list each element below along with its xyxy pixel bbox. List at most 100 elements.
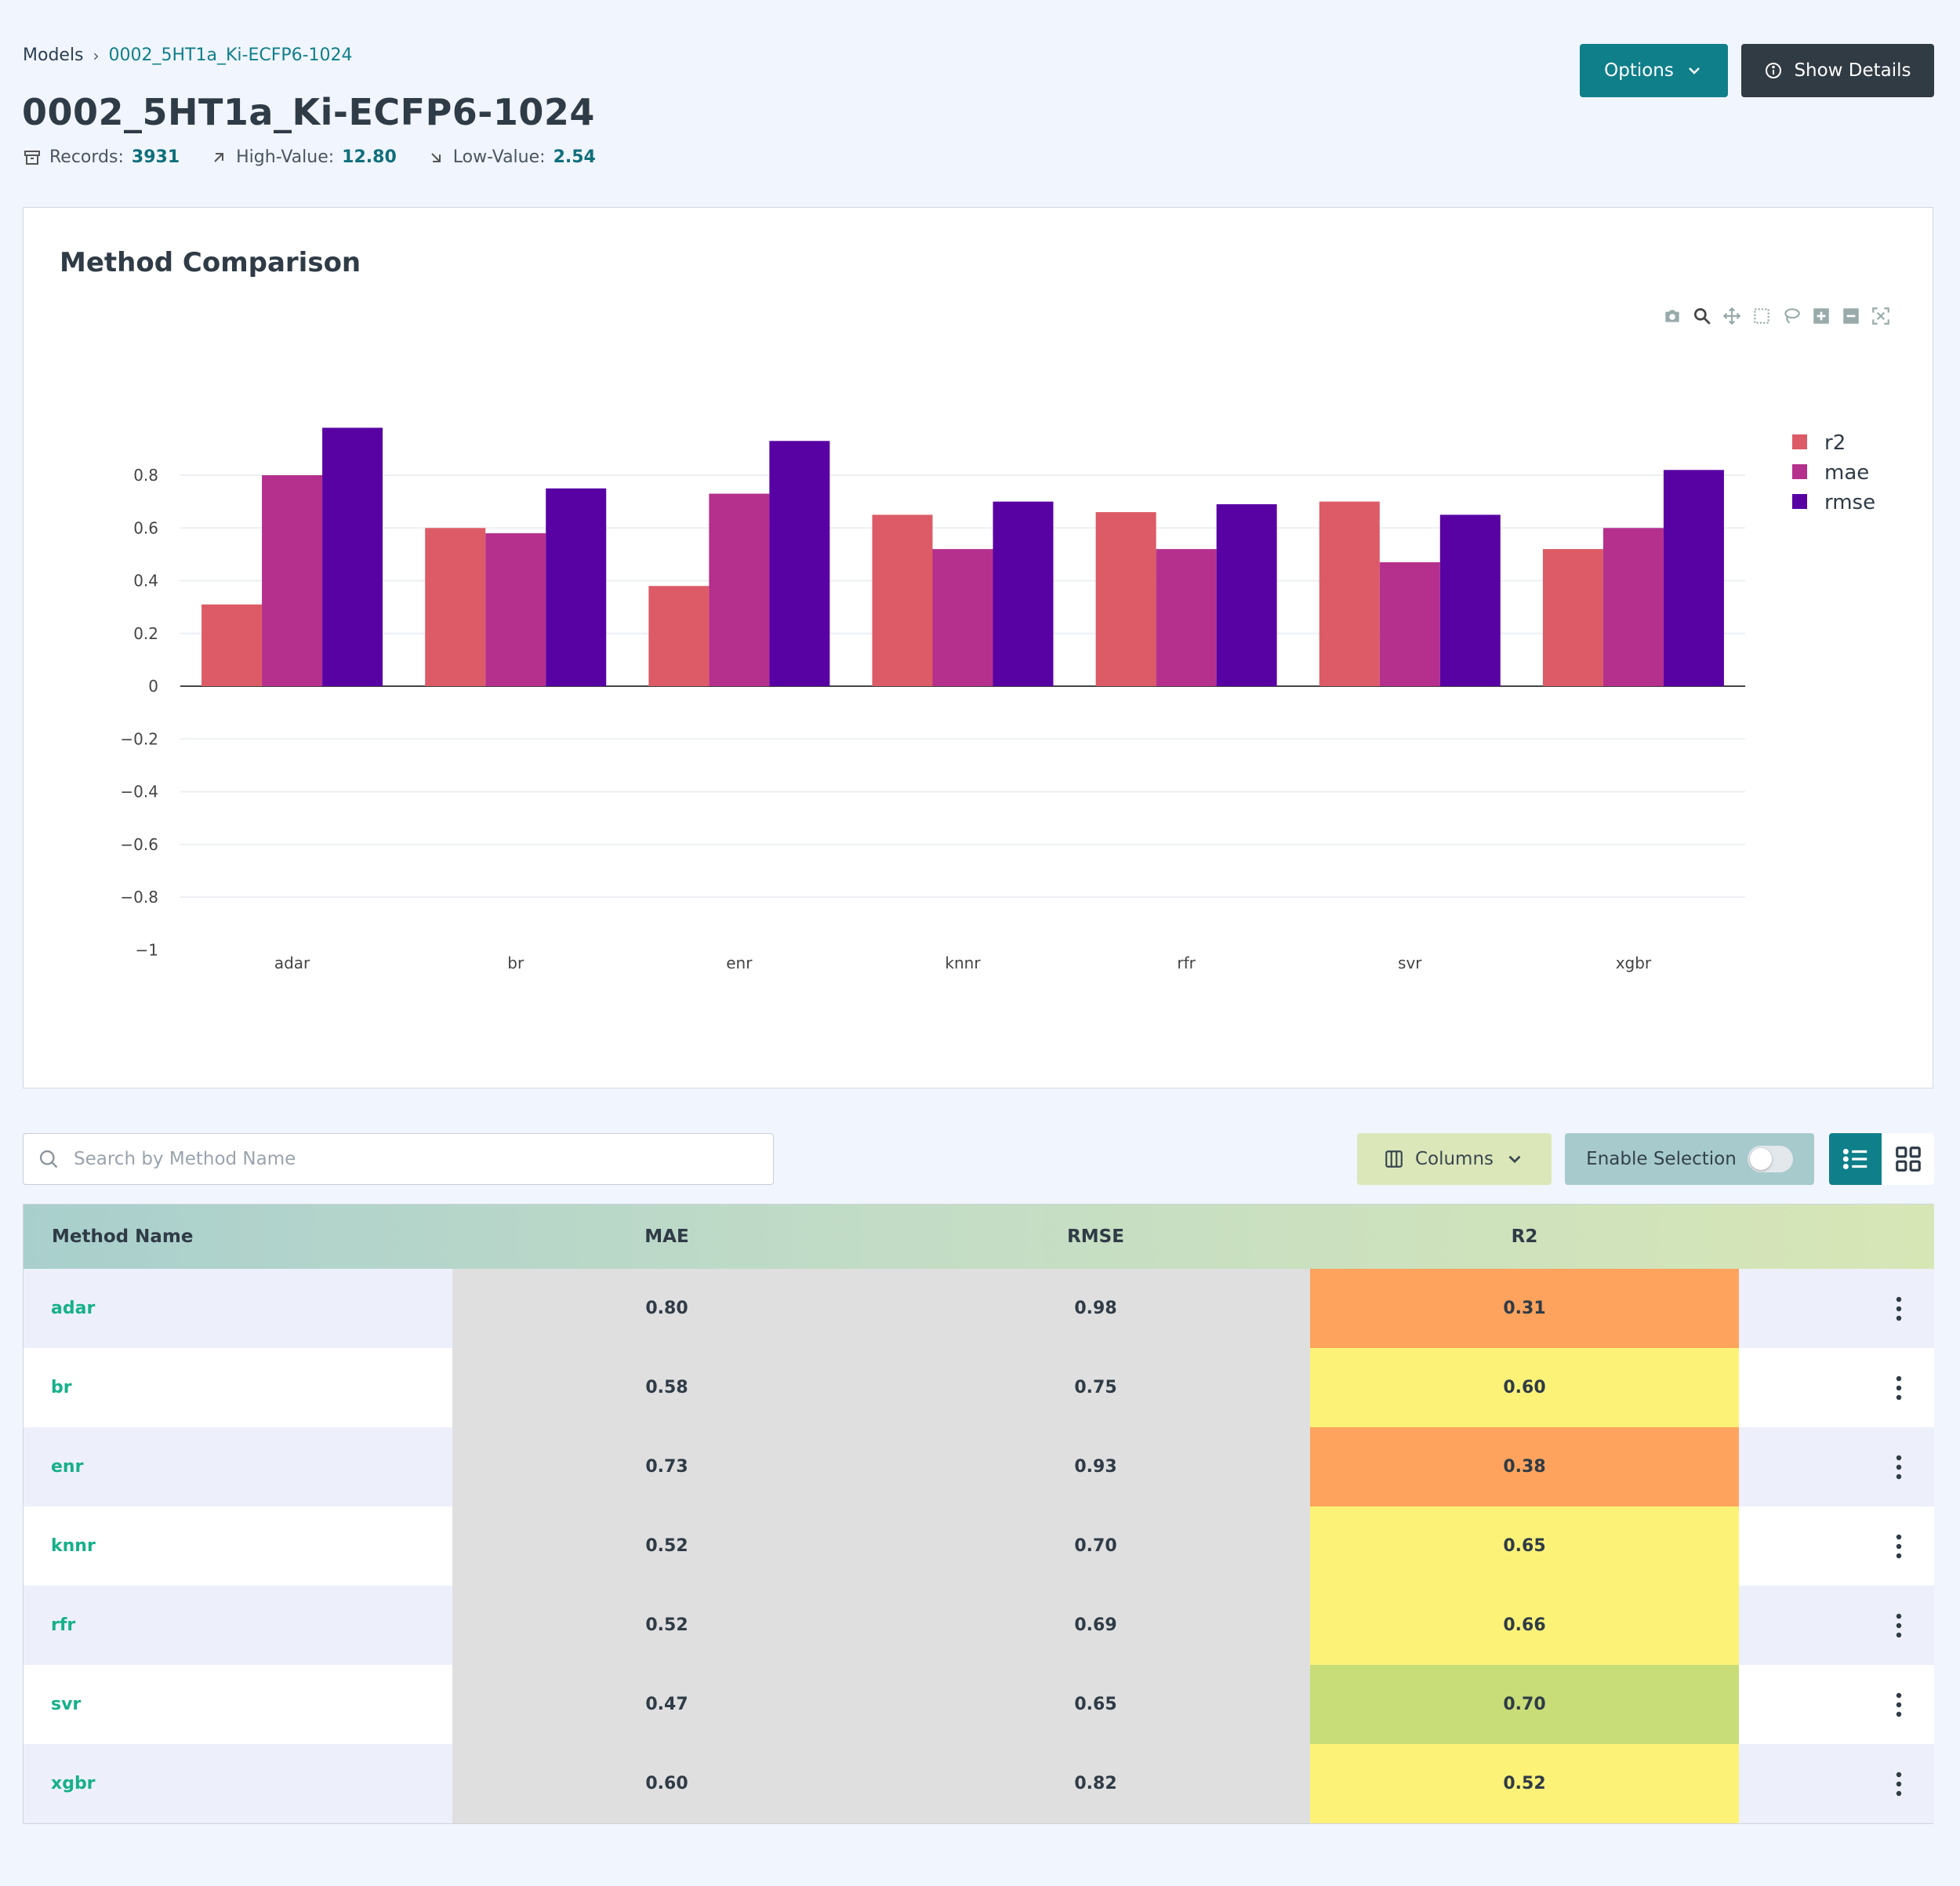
mae-cell: 0.73 <box>452 1427 881 1506</box>
y-tick-label: −0.6 <box>120 835 158 854</box>
bar-mae-enr <box>709 493 770 686</box>
rmse-cell: 0.70 <box>881 1506 1310 1586</box>
bar-mae-adar <box>262 475 323 686</box>
low-value-label: Low-Value: <box>452 147 546 167</box>
more-vertical-icon[interactable] <box>1895 1375 1903 1401</box>
row-actions <box>1739 1665 1934 1744</box>
enable-selection-toggle[interactable] <box>1747 1146 1793 1172</box>
row-actions <box>1739 1744 1934 1823</box>
legend-swatch-rmse <box>1792 494 1807 509</box>
row-actions <box>1739 1586 1934 1665</box>
table-row: adar 0.80 0.98 0.31 <box>24 1269 1934 1348</box>
y-tick-label: 0.2 <box>133 624 158 643</box>
box-select-icon[interactable] <box>1751 305 1773 327</box>
header-r2[interactable]: R2 <box>1511 1226 1538 1247</box>
legend-label-rmse: rmse <box>1824 491 1875 514</box>
show-details-button[interactable]: Show Details <box>1741 44 1934 97</box>
table-row: rfr 0.52 0.69 0.66 <box>24 1586 1934 1665</box>
header-method-name[interactable]: Method Name <box>52 1226 194 1247</box>
header-rmse[interactable]: RMSE <box>1067 1226 1124 1247</box>
zoom-out-icon[interactable] <box>1840 305 1862 327</box>
table-row: svr 0.47 0.65 0.70 <box>24 1665 1934 1744</box>
r2-cell: 0.65 <box>1310 1506 1739 1586</box>
r2-cell: 0.66 <box>1310 1586 1739 1665</box>
model-stats: Records: 3931 High-Value: 12.80 Low-Valu… <box>23 147 626 167</box>
y-tick-label: −0.8 <box>120 888 158 907</box>
low-value-value: 2.54 <box>553 147 596 167</box>
more-vertical-icon[interactable] <box>1895 1533 1903 1560</box>
list-view-button[interactable] <box>1829 1133 1882 1185</box>
arrow-up-right-icon <box>214 152 224 162</box>
more-vertical-icon[interactable] <box>1895 1454 1903 1481</box>
x-tick-label: rfr <box>1177 954 1196 972</box>
records-stat: Records: 3931 <box>23 147 180 167</box>
method-name-link[interactable]: knnr <box>24 1506 452 1586</box>
autoscale-icon[interactable] <box>1870 305 1892 327</box>
legend-label-r2: r2 <box>1824 431 1846 455</box>
camera-icon[interactable] <box>1661 305 1683 327</box>
rmse-cell: 0.98 <box>881 1269 1310 1348</box>
columns-button[interactable]: Columns <box>1357 1133 1552 1185</box>
bar-r2-rfr <box>1095 512 1156 686</box>
bar-r2-adar <box>201 604 263 686</box>
bar-r2-knnr <box>872 514 933 686</box>
bar-rmse-xgbr <box>1663 470 1724 686</box>
enable-selection-label: Enable Selection <box>1586 1149 1737 1169</box>
chart-modebar <box>1661 305 1892 327</box>
method-name-link[interactable]: xgbr <box>24 1744 452 1823</box>
header-mae[interactable]: MAE <box>644 1226 689 1247</box>
legend-swatch-mae <box>1792 464 1807 479</box>
x-tick-label: br <box>507 954 524 972</box>
x-tick-label: xgbr <box>1616 954 1652 972</box>
rmse-cell: 0.69 <box>881 1586 1310 1665</box>
grid-view-button[interactable] <box>1882 1133 1934 1185</box>
y-tick-label: −1 <box>136 940 158 959</box>
info-icon <box>1766 63 1782 78</box>
r2-cell: 0.70 <box>1310 1665 1739 1744</box>
row-actions <box>1739 1427 1934 1506</box>
options-label: Options <box>1604 60 1674 81</box>
bar-r2-svr <box>1319 501 1380 686</box>
lasso-select-icon[interactable] <box>1780 305 1802 327</box>
method-name-link[interactable]: rfr <box>24 1586 452 1665</box>
more-vertical-icon[interactable] <box>1895 1771 1903 1797</box>
pan-icon[interactable] <box>1721 305 1743 327</box>
method-name-link[interactable]: adar <box>24 1269 452 1348</box>
table-row: knnr 0.52 0.70 0.65 <box>24 1506 1934 1586</box>
bar-rmse-rfr <box>1216 503 1277 686</box>
methods-table: Method Name MAE RMSE R2 adar 0.80 0.98 0… <box>23 1204 1934 1824</box>
row-actions <box>1739 1506 1934 1586</box>
table-row: br 0.58 0.75 0.60 <box>24 1348 1934 1427</box>
more-vertical-icon[interactable] <box>1895 1692 1903 1718</box>
r2-cell: 0.31 <box>1310 1269 1739 1348</box>
bar-mae-xgbr <box>1602 528 1664 686</box>
method-name-link[interactable]: br <box>24 1348 452 1427</box>
chevron-down-icon <box>1688 67 1700 74</box>
search-input[interactable] <box>72 1148 750 1170</box>
breadcrumb-current[interactable]: 0002_5HT1a_Ki-ECFP6-1024 <box>108 45 353 65</box>
r2-cell: 0.38 <box>1310 1427 1739 1506</box>
zoom-in-icon[interactable] <box>1810 305 1832 327</box>
row-actions <box>1739 1269 1934 1348</box>
mae-cell: 0.80 <box>452 1269 881 1348</box>
zoom-icon[interactable] <box>1691 305 1713 327</box>
breadcrumb-models-link[interactable]: Models <box>23 45 84 65</box>
more-vertical-icon[interactable] <box>1895 1612 1903 1639</box>
x-tick-label: adar <box>274 954 310 972</box>
bar-r2-enr <box>648 586 710 686</box>
x-tick-label: enr <box>726 954 753 972</box>
bar-rmse-br <box>546 488 607 686</box>
method-name-link[interactable]: enr <box>24 1427 452 1506</box>
rmse-cell: 0.93 <box>881 1427 1310 1506</box>
bar-rmse-enr <box>769 441 830 686</box>
chevron-down-icon <box>1508 1155 1521 1164</box>
list-icon <box>1842 1149 1867 1169</box>
bar-rmse-svr <box>1439 514 1501 686</box>
legend-swatch-r2 <box>1792 434 1807 449</box>
options-button[interactable]: Options <box>1580 44 1728 97</box>
x-tick-label: svr <box>1398 954 1422 972</box>
more-vertical-icon[interactable] <box>1895 1295 1903 1322</box>
bar-rmse-adar <box>322 427 383 686</box>
rmse-cell: 0.75 <box>881 1348 1310 1427</box>
method-name-link[interactable]: svr <box>24 1665 452 1744</box>
